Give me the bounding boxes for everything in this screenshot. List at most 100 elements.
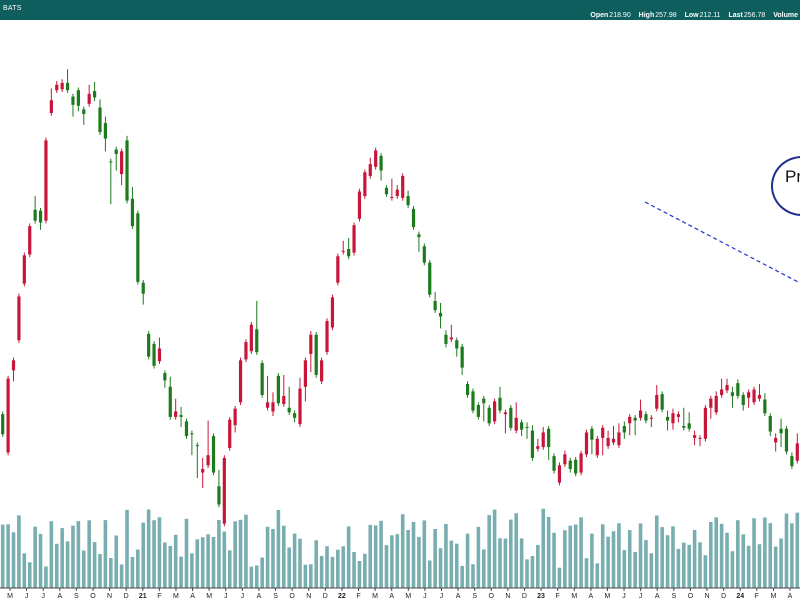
volume-bar [557, 567, 562, 588]
volume-bar [98, 554, 102, 588]
volume-bar [757, 544, 762, 588]
volume-bar [611, 531, 616, 588]
low-label: Low [684, 12, 699, 19]
volume-bar [384, 545, 389, 588]
volume-bar [665, 535, 670, 588]
volume-bar [795, 512, 800, 588]
volume-bar [309, 564, 313, 588]
candle-body [60, 82, 64, 90]
volume-bar [260, 557, 264, 588]
candle-body [271, 402, 275, 412]
volume-bar [627, 530, 632, 588]
candle-body [574, 459, 578, 474]
candle-body [492, 401, 497, 422]
volume-bar [417, 536, 421, 588]
volume-bar [622, 550, 627, 588]
volume-bar [779, 538, 783, 588]
x-axis-band [0, 588, 800, 600]
candle-body [649, 417, 653, 419]
candle-body [557, 465, 562, 483]
volume-label: Volume [773, 12, 798, 19]
x-tick-label: A [257, 593, 262, 600]
candle-body [390, 196, 394, 198]
volume-bar [44, 566, 48, 588]
candle-body [725, 384, 729, 391]
volume-bar [676, 548, 681, 588]
trendline [644, 201, 800, 284]
high-label: High [638, 12, 655, 19]
volume-bar [671, 526, 675, 588]
candle-body [303, 360, 308, 387]
volume-bar [222, 531, 227, 588]
candle-body [714, 395, 718, 413]
x-tick-label: J [224, 593, 228, 600]
volume-bar [390, 535, 394, 588]
candle-body [374, 150, 378, 167]
candle-body [563, 454, 567, 465]
candle-body [736, 383, 740, 396]
volume-bar [287, 547, 291, 588]
candle-body [730, 392, 735, 396]
volume-bar [546, 517, 551, 588]
volume-bar [87, 520, 91, 588]
volume-bar [368, 524, 373, 588]
candle-body [174, 411, 178, 417]
x-tick-label: 23 [537, 593, 545, 600]
volume-bar [471, 564, 475, 588]
candle-body [401, 175, 405, 198]
x-tick-label: S [74, 593, 79, 600]
x-tick-label: F [356, 593, 360, 600]
candle-body [784, 428, 789, 452]
volume-bar [276, 510, 281, 588]
volume-bar [476, 526, 481, 588]
candle-body [314, 334, 318, 375]
volume-bar [536, 544, 540, 588]
volume-bar [81, 550, 86, 588]
candle-body [709, 398, 713, 408]
volume-bar [114, 535, 119, 588]
x-tick-label: M [605, 593, 611, 600]
volume-bar [292, 533, 297, 588]
candle-body [752, 389, 756, 403]
volume-bar [752, 518, 756, 588]
volume-bar [595, 563, 600, 588]
volume-bar [254, 565, 259, 588]
candle-body [514, 417, 518, 431]
candle-body [103, 123, 108, 139]
volume-bar [271, 529, 275, 588]
candle-body [384, 187, 389, 195]
volume-bar [200, 537, 205, 588]
x-tick-label: J [241, 593, 245, 600]
candle-body [368, 164, 372, 176]
candle-body [779, 428, 783, 434]
candle-body [71, 96, 75, 105]
candle-body [763, 399, 767, 414]
volume-bar [541, 508, 546, 588]
volume-bar [790, 523, 794, 588]
candle-body [417, 234, 421, 238]
volume-bar [22, 553, 27, 588]
candle-body [741, 394, 745, 406]
x-tick-label: D [721, 593, 726, 600]
x-tick-label: 22 [338, 593, 346, 600]
candle-body [579, 453, 583, 473]
x-tick-label: M [173, 593, 179, 600]
candle-body [476, 405, 480, 417]
x-tick-label: J [622, 593, 626, 600]
volume-bar [11, 532, 16, 588]
x-axis: M J J A S O N D 21 F M A M J J A S O N D 22 F M A M J J A S O N D 23 F M A M… [0, 587, 800, 600]
volume-bar [319, 555, 324, 588]
volume-bar [584, 558, 589, 588]
x-tick-label: D [522, 593, 527, 600]
volume-bar [741, 534, 746, 588]
candle-body [428, 262, 432, 295]
volume-bar [519, 538, 524, 588]
volume-bar [600, 524, 605, 588]
x-tick-label: M [770, 593, 776, 600]
data-source-label: BATS [3, 5, 22, 12]
candle-body [498, 397, 502, 411]
volume-bar [281, 525, 286, 588]
volume-bar [725, 532, 729, 588]
volume-bar [357, 561, 362, 588]
volume-bar [92, 542, 97, 588]
